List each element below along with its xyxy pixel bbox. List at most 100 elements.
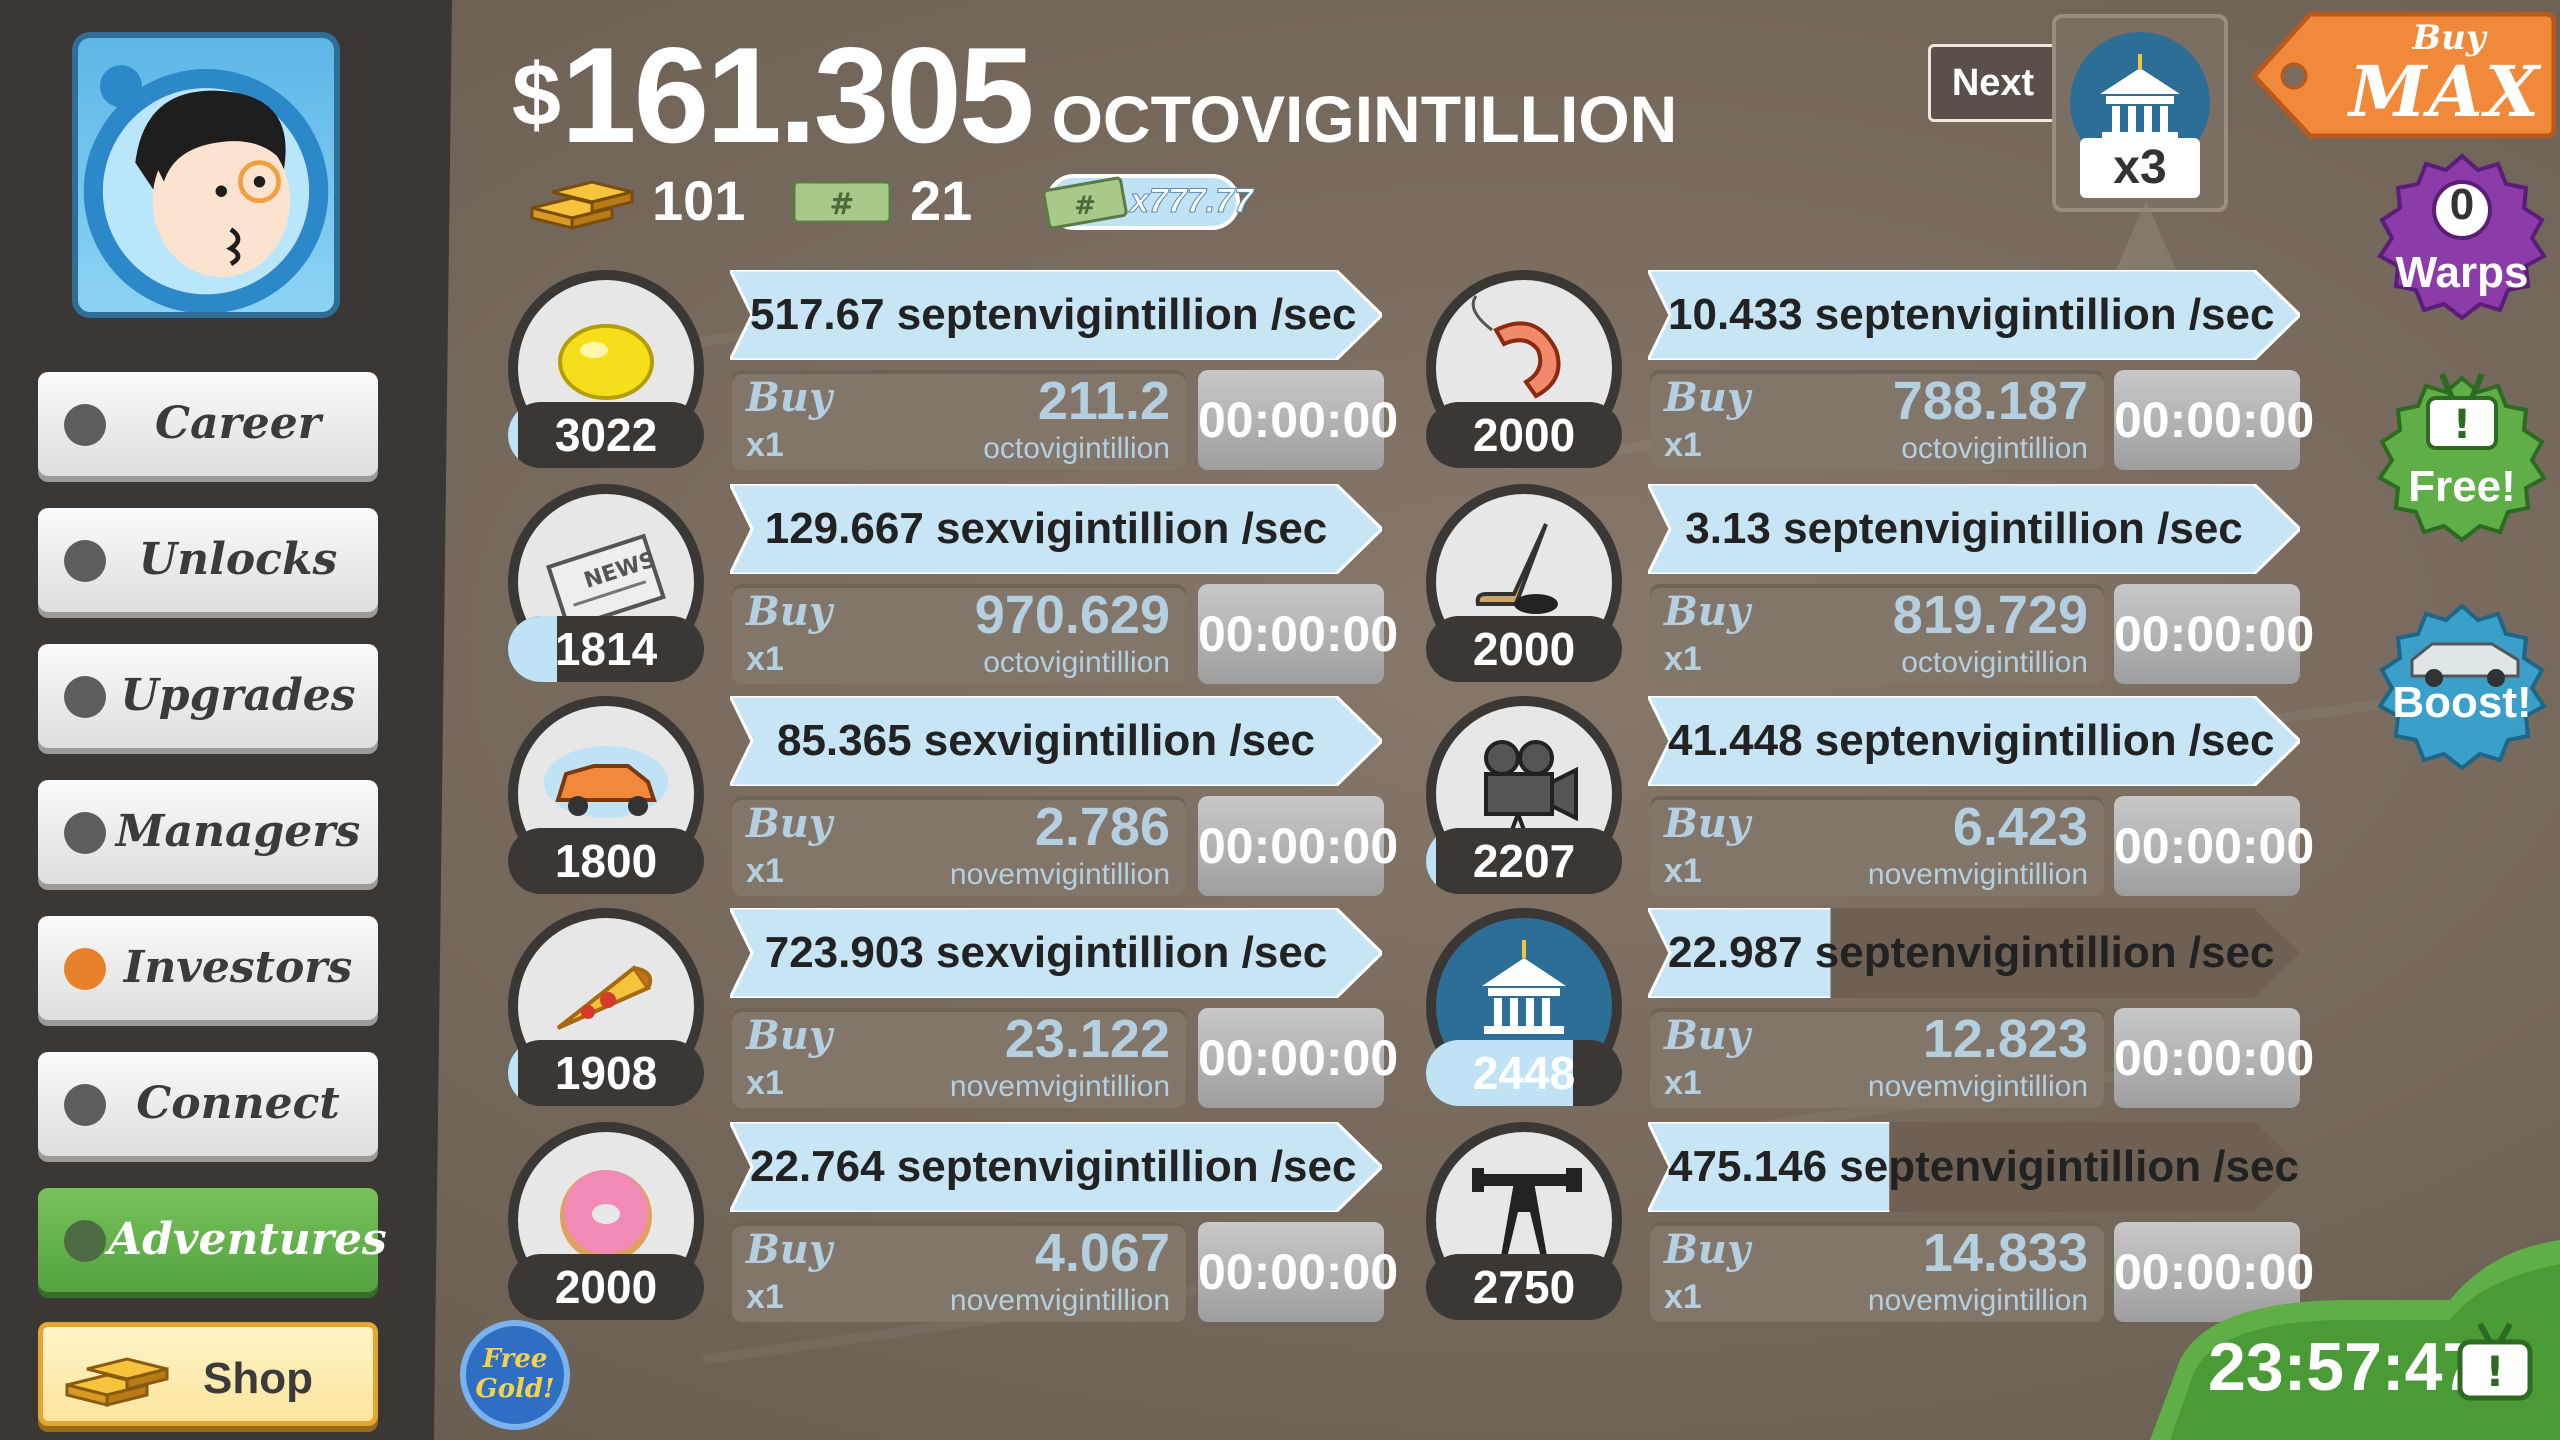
nav-upgrades-button[interactable]: Upgrades — [38, 644, 378, 748]
buy-button[interactable]: Buy x1 2.786 novemvigintillion — [732, 796, 1186, 896]
hockey-icon — [1475, 523, 1558, 614]
buy-button[interactable]: Buy x1 23.122 novemvigintillion — [732, 1008, 1186, 1108]
currency-symbol: $ — [512, 45, 561, 144]
buy-button[interactable]: Buy x1 211.2 octovigintillion — [732, 370, 1186, 470]
revenue-rate-banner[interactable]: 3.13 septenvigintillion /sec — [1648, 484, 2300, 574]
nav-label: Investors — [123, 942, 353, 993]
production-timer: 00:00:00 — [2114, 370, 2315, 470]
buy-quantity: x1 — [1664, 640, 1702, 678]
gold-bars-icon — [65, 1357, 169, 1407]
buy-label: Buy — [746, 588, 833, 635]
gold-bars-icon — [530, 180, 634, 230]
rate-banner-shape — [1648, 484, 2300, 574]
production-timer: 00:00:00 — [2114, 584, 2315, 684]
player-avatar[interactable] — [72, 32, 340, 318]
buy-button[interactable]: Buy x1 4.067 novemvigintillion — [732, 1222, 1186, 1322]
oil-rig-icon — [1472, 1168, 1582, 1262]
shop-label: Shop — [203, 1354, 313, 1403]
buy-label: Buy — [1664, 374, 1751, 421]
owned-count-bar: 1814 — [508, 616, 704, 682]
revenue-rate-banner[interactable]: 517.67 septenvigintillion /sec — [730, 270, 1382, 360]
buy-label: Buy — [746, 374, 833, 421]
owned-count: 1814 — [554, 623, 658, 675]
free-label: Free! — [2408, 462, 2516, 511]
nav-label: Career — [155, 398, 321, 449]
svg-text:#: # — [829, 187, 854, 222]
buy-button[interactable]: Buy x1 819.729 octovigintillion — [1650, 584, 2104, 684]
buy-button[interactable]: Buy x1 788.187 octovigintillion — [1650, 370, 2104, 470]
lemon-icon — [558, 324, 654, 400]
revenue-rate-banner[interactable]: 22.987 septenvigintillion /sec — [1648, 908, 2300, 998]
buy-button[interactable]: Buy x1 6.423 novemvigintillion — [1650, 796, 2104, 896]
production-timer: 00:00:00 — [2114, 1222, 2314, 1322]
free-ad-button[interactable]: ! Free! — [2372, 354, 2552, 550]
buy-cost-unit: novemvigintillion — [1867, 1284, 2088, 1317]
buy-cost: 2.786 — [1034, 797, 1170, 857]
status-dot — [64, 812, 106, 854]
nav-career-button[interactable]: Career — [38, 372, 378, 476]
spotlight-rays — [2116, 200, 2176, 270]
megabucks-icon: # — [1042, 176, 1128, 230]
buy-quantity: x1 — [746, 426, 784, 464]
nav-shop-button[interactable]: Shop — [38, 1322, 378, 1426]
buy-cost-unit: novemvigintillion — [949, 1070, 1170, 1103]
production-timer: 00:00:00 — [1198, 1222, 1398, 1322]
nav-label: Adventures — [108, 1214, 387, 1265]
warps-badge-icon — [2377, 153, 2547, 321]
timer-value: 00:00:00 — [1198, 392, 1399, 448]
buy-quantity: x1 — [746, 640, 784, 678]
nav-label: Managers — [115, 806, 361, 857]
timer-value: 00:00:00 — [2114, 1030, 2315, 1086]
buy-cost-unit: novemvigintillion — [949, 858, 1170, 891]
buy-cost-unit: novemvigintillion — [1867, 858, 2088, 891]
car-wash-icon — [544, 746, 668, 818]
timer-value: 00:00:00 — [2114, 606, 2315, 662]
buy-label: Buy — [1664, 800, 1751, 847]
buy-label: Buy — [1664, 1226, 1751, 1273]
revenue-rate-banner[interactable]: 129.667 sexvigintillion /sec — [730, 484, 1382, 574]
warps-button[interactable]: 0 Warps — [2372, 148, 2552, 338]
nav-managers-button[interactable]: Managers — [38, 780, 378, 884]
timer-value: 00:00:00 — [2114, 392, 2315, 448]
revenue-rate-banner[interactable]: 41.448 septenvigintillion /sec — [1648, 696, 2300, 786]
buy-button[interactable]: Buy x1 970.629 octovigintillion — [732, 584, 1186, 684]
buy-label: Buy — [746, 1012, 833, 1059]
revenue-rate-banner[interactable]: 475.146 septenvigintillion /sec — [1648, 1122, 2300, 1212]
megabucks-count: 21 — [910, 169, 973, 232]
buy-button[interactable]: Buy x1 14.833 novemvigintillion — [1650, 1222, 2104, 1322]
next-unlock-button[interactable]: Next — [1928, 44, 2058, 122]
next-unlock-badge[interactable]: x3 — [2052, 14, 2228, 212]
next-multiplier: x3 — [2080, 138, 2200, 198]
revenue-rate-banner[interactable]: 85.365 sexvigintillion /sec — [730, 696, 1382, 786]
buy-cost-unit: octovigintillion — [983, 432, 1170, 465]
buy-quantity: x1 — [1664, 426, 1702, 464]
buy-cost-unit: octovigintillion — [983, 646, 1170, 679]
status-dot — [64, 1220, 106, 1262]
warps-count: 0 — [2449, 180, 2475, 229]
nav-investors-button[interactable]: Investors — [38, 916, 378, 1020]
owned-progress-fill — [508, 616, 557, 682]
owned-progress-fill — [508, 402, 518, 468]
status-dot — [64, 676, 106, 718]
buy-cost: 211.2 — [1037, 371, 1170, 431]
free-badge-icon: ! — [2377, 372, 2547, 543]
owned-progress-fill — [1426, 1040, 1573, 1106]
revenue-rate-banner[interactable]: 723.903 sexvigintillion /sec — [730, 908, 1382, 998]
nav-connect-button[interactable]: Connect — [38, 1052, 378, 1156]
nav-unlocks-button[interactable]: Unlocks — [38, 508, 378, 612]
boost-button[interactable]: Boost! — [2372, 600, 2552, 780]
nav-adventures-button[interactable]: Adventures — [38, 1188, 387, 1292]
event-clock[interactable]: 23:57:47 ! — [2150, 1240, 2560, 1440]
production-timer: 00:00:00 — [1198, 796, 1398, 896]
money-unit: OCTOVIGINTILLION — [1051, 82, 1678, 156]
free-gold-button[interactable]: Free Gold! — [460, 1320, 570, 1430]
status-dot — [64, 948, 106, 990]
revenue-rate-banner[interactable]: 10.433 septenvigintillion /sec — [1648, 270, 2300, 360]
rate-banner-shape — [1648, 270, 2300, 360]
buy-max-button[interactable]: Buy MAX — [2250, 6, 2556, 140]
revenue-rate-banner[interactable]: 22.764 septenvigintillion /sec — [730, 1122, 1382, 1212]
timer-value: 00:00:00 — [1198, 606, 1399, 662]
buy-quantity: x1 — [1664, 852, 1702, 890]
rate-banner-shape — [730, 270, 1382, 360]
buy-button[interactable]: Buy x1 12.823 novemvigintillion — [1650, 1008, 2104, 1108]
